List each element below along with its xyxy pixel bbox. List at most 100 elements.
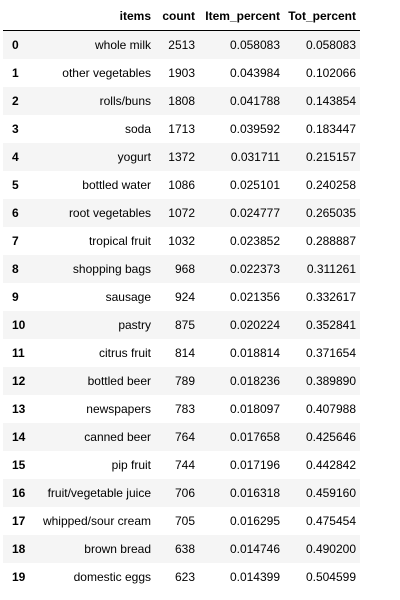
row-index: 8 [12, 262, 19, 276]
cell-items: soda [124, 122, 151, 136]
cell-count: 705 [174, 514, 195, 528]
row-index: 12 [12, 374, 26, 388]
row-index: 13 [12, 402, 26, 416]
header-index [3, 2, 33, 31]
cell-items: whipped/sour cream [42, 514, 151, 528]
cell-tot-percent: 0.352841 [305, 318, 356, 332]
cell-item-percent: 0.016295 [229, 514, 280, 528]
cell-tot-percent: 0.058083 [305, 38, 356, 52]
cell-items: newspapers [86, 402, 151, 416]
cell-item-percent: 0.041788 [229, 94, 280, 108]
cell-item-percent: 0.016318 [229, 486, 280, 500]
table-row: 11 citrus fruit 814 0.018814 0.371654 [3, 339, 360, 367]
table-row: 4 yogurt 1372 0.031711 0.215157 [3, 143, 360, 171]
table-body: 0 whole milk 2513 0.058083 0.058083 1 other ve… [3, 30, 360, 591]
cell-tot-percent: 0.215157 [305, 150, 356, 164]
row-index: 3 [12, 122, 19, 136]
header-item-percent: Item_percent [199, 2, 284, 31]
cell-count: 2513 [168, 38, 195, 52]
cell-item-percent: 0.023852 [229, 234, 280, 248]
row-index: 19 [12, 570, 26, 584]
cell-item-percent: 0.017196 [229, 458, 280, 472]
cell-tot-percent: 0.504599 [305, 570, 356, 584]
table-row: 14 canned beer 764 0.017658 0.425646 [3, 423, 360, 451]
cell-items: domestic eggs [73, 570, 151, 584]
row-index: 10 [12, 318, 26, 332]
row-index: 0 [12, 38, 19, 52]
header-count: count [155, 2, 199, 31]
cell-count: 814 [174, 346, 195, 360]
cell-count: 706 [174, 486, 195, 500]
row-index: 2 [12, 94, 19, 108]
table-row: 18 brown bread 638 0.014746 0.490200 [3, 535, 360, 563]
cell-count: 1808 [168, 94, 195, 108]
table-row: 0 whole milk 2513 0.058083 0.058083 [3, 30, 360, 59]
cell-tot-percent: 0.389890 [305, 374, 356, 388]
row-index: 18 [12, 542, 26, 556]
cell-tot-percent: 0.240258 [305, 178, 356, 192]
cell-item-percent: 0.017658 [229, 430, 280, 444]
cell-count: 1713 [168, 122, 195, 136]
table-row: 5 bottled water 1086 0.025101 0.240258 [3, 171, 360, 199]
cell-items: tropical fruit [88, 234, 151, 248]
row-index: 4 [12, 150, 19, 164]
cell-count: 783 [174, 402, 195, 416]
cell-items: citrus fruit [98, 346, 151, 360]
cell-tot-percent: 0.371654 [305, 346, 356, 360]
cell-items: shopping bags [72, 262, 151, 276]
cell-item-percent: 0.058083 [229, 38, 280, 52]
cell-count: 1372 [168, 150, 195, 164]
cell-items: brown bread [84, 542, 151, 556]
table-row: 16 fruit/vegetable juice 706 0.016318 0.4591… [3, 479, 360, 507]
cell-items: pastry [118, 318, 151, 332]
cell-count: 744 [174, 458, 195, 472]
cell-items: yogurt [117, 150, 151, 164]
cell-items: bottled water [82, 178, 151, 192]
cell-items: bottled beer [87, 374, 151, 388]
row-index: 1 [12, 66, 19, 80]
cell-tot-percent: 0.425646 [305, 430, 356, 444]
table-row: 1 other vegetables 1903 0.043984 0.102066 [3, 59, 360, 87]
cell-tot-percent: 0.311261 [306, 262, 356, 276]
table-row: 17 whipped/sour cream 705 0.016295 0.475454 [3, 507, 360, 535]
cell-item-percent: 0.020224 [229, 318, 280, 332]
cell-tot-percent: 0.332617 [305, 290, 356, 304]
cell-tot-percent: 0.102066 [305, 66, 356, 80]
cell-items: pip fruit [111, 458, 151, 472]
cell-item-percent: 0.014399 [229, 570, 280, 584]
cell-tot-percent: 0.265035 [305, 206, 356, 220]
row-index: 15 [12, 458, 26, 472]
cell-count: 1072 [168, 206, 195, 220]
cell-count: 623 [174, 570, 195, 584]
cell-items: sausage [105, 290, 151, 304]
table-header: items count Item_percent Tot_percent [3, 2, 360, 31]
cell-tot-percent: 0.183447 [305, 122, 356, 136]
table-row: 10 pastry 875 0.020224 0.352841 [3, 311, 360, 339]
cell-item-percent: 0.025101 [229, 178, 280, 192]
header-tot-percent: Tot_percent [284, 2, 360, 31]
cell-count: 789 [174, 374, 195, 388]
table-row: 3 soda 1713 0.039592 0.183447 [3, 115, 360, 143]
table-row: 2 rolls/buns 1808 0.041788 0.143854 [3, 87, 360, 115]
header-row: items count Item_percent Tot_percent [3, 2, 360, 31]
cell-item-percent: 0.024777 [229, 206, 280, 220]
cell-count: 924 [174, 290, 195, 304]
cell-tot-percent: 0.288887 [305, 234, 356, 248]
cell-items: root vegetables [68, 206, 151, 220]
table-row: 6 root vegetables 1072 0.024777 0.265035 [3, 199, 360, 227]
cell-count: 638 [174, 542, 195, 556]
row-index: 9 [12, 290, 19, 304]
row-index: 17 [12, 514, 26, 528]
cell-tot-percent: 0.442842 [305, 458, 356, 472]
cell-item-percent: 0.018097 [229, 402, 280, 416]
cell-item-percent: 0.021356 [229, 290, 280, 304]
table-row: 19 domestic eggs 623 0.014399 0.504599 [3, 563, 360, 591]
cell-tot-percent: 0.143854 [305, 94, 356, 108]
cell-count: 764 [174, 430, 195, 444]
cell-tot-percent: 0.490200 [305, 542, 356, 556]
row-index: 11 [12, 346, 25, 360]
table-row: 7 tropical fruit 1032 0.023852 0.288887 [3, 227, 360, 255]
cell-item-percent: 0.014746 [229, 542, 280, 556]
cell-item-percent: 0.018236 [229, 374, 280, 388]
